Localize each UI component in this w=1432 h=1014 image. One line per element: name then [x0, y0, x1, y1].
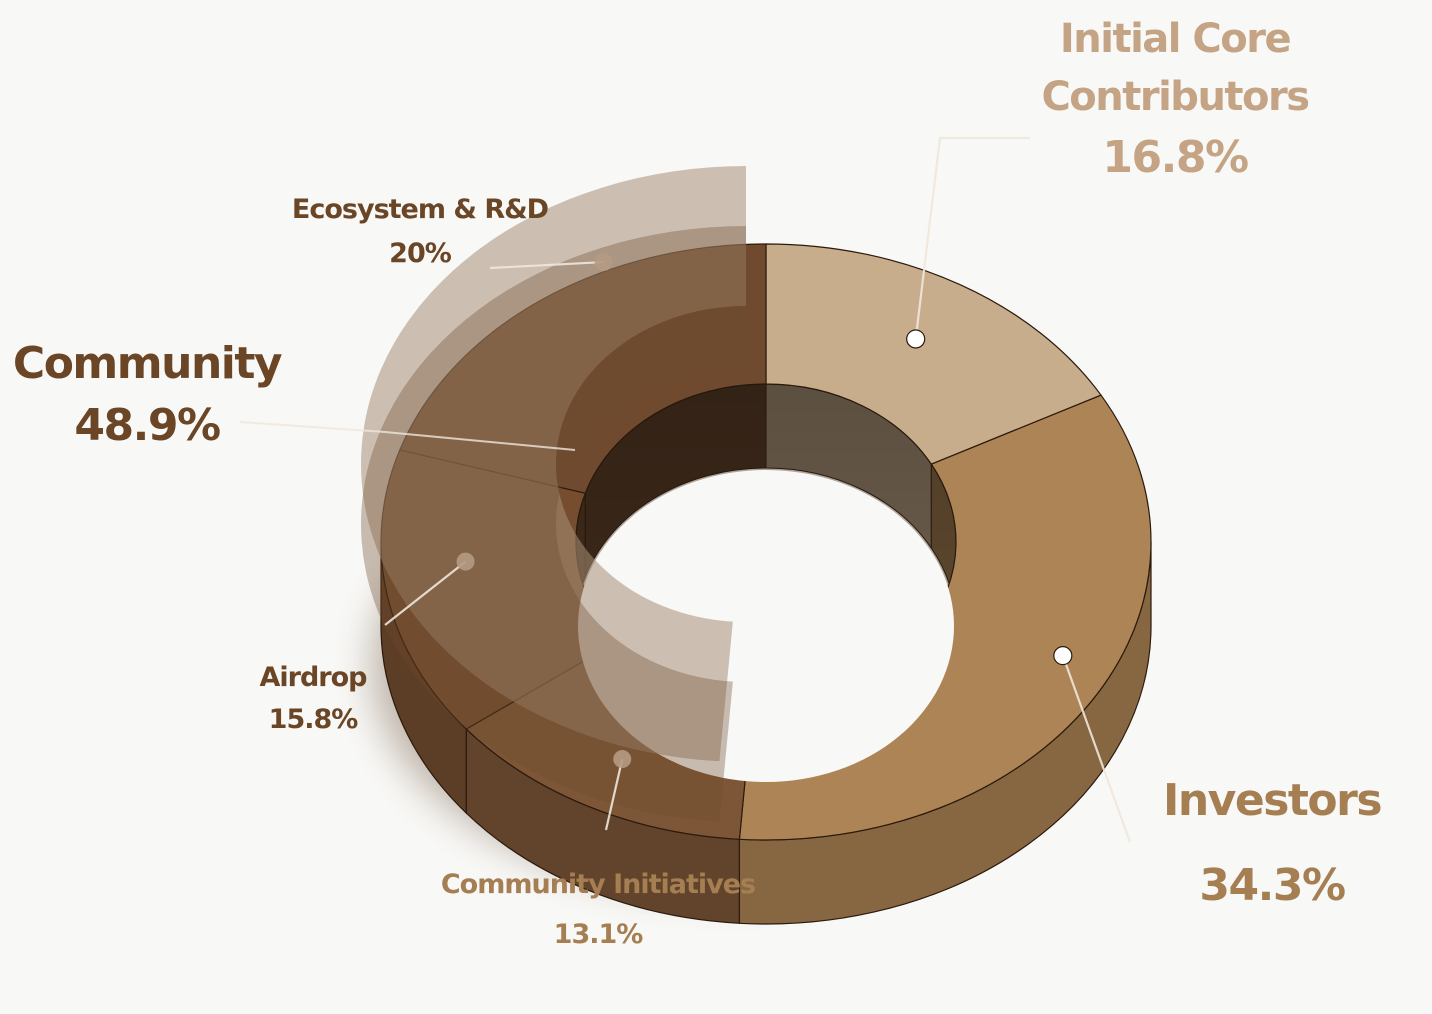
leader-dot-community-initiatives	[613, 750, 632, 769]
leader-line-investors	[1061, 655, 1132, 843]
value-investors: 34.3%	[1199, 860, 1345, 911]
leader-line-airdrop	[384, 560, 467, 626]
leader-line-community	[239, 421, 576, 451]
value-airdrop: 15.8%	[269, 704, 359, 735]
value-initial-core-contributors: 16.8%	[1102, 132, 1248, 183]
slice-labels: Initial Core Contributors 16.8% Investors 34…	[13, 16, 1383, 950]
value-ecosystem-and-randd: 20%	[389, 238, 452, 269]
label-airdrop: Airdrop	[260, 662, 368, 693]
value-community: 48.9%	[74, 400, 220, 451]
leader-lines	[239, 136, 1132, 843]
leader-line-community-initiatives	[604, 758, 624, 831]
value-community-initiatives: 13.1%	[554, 919, 644, 950]
leader-dot-airdrop	[456, 552, 475, 571]
group-overlay-community-shadow	[361, 226, 746, 822]
label-community-initiatives: Community Initiatives	[441, 869, 755, 900]
leader-dot-investors	[1053, 646, 1073, 666]
label-initial-core-contributors-line1: Initial Core	[1060, 16, 1291, 62]
label-initial-core-contributors-line2: Contributors	[1041, 74, 1308, 120]
leader-dot-initial-core-contributors	[906, 329, 926, 349]
label-community: Community	[13, 338, 282, 389]
leader-dot-ecosystem-and-randd	[594, 253, 613, 272]
group-overlay-community	[361, 165, 746, 762]
leader-line-initial-core-contributors	[914, 136, 1030, 340]
label-ecosystem-and-randd: Ecosystem & R&D	[292, 194, 548, 225]
community-group-overlay	[361, 165, 746, 822]
label-investors: Investors	[1163, 775, 1381, 826]
leader-line-ecosystem-and-randd	[489, 260, 604, 270]
